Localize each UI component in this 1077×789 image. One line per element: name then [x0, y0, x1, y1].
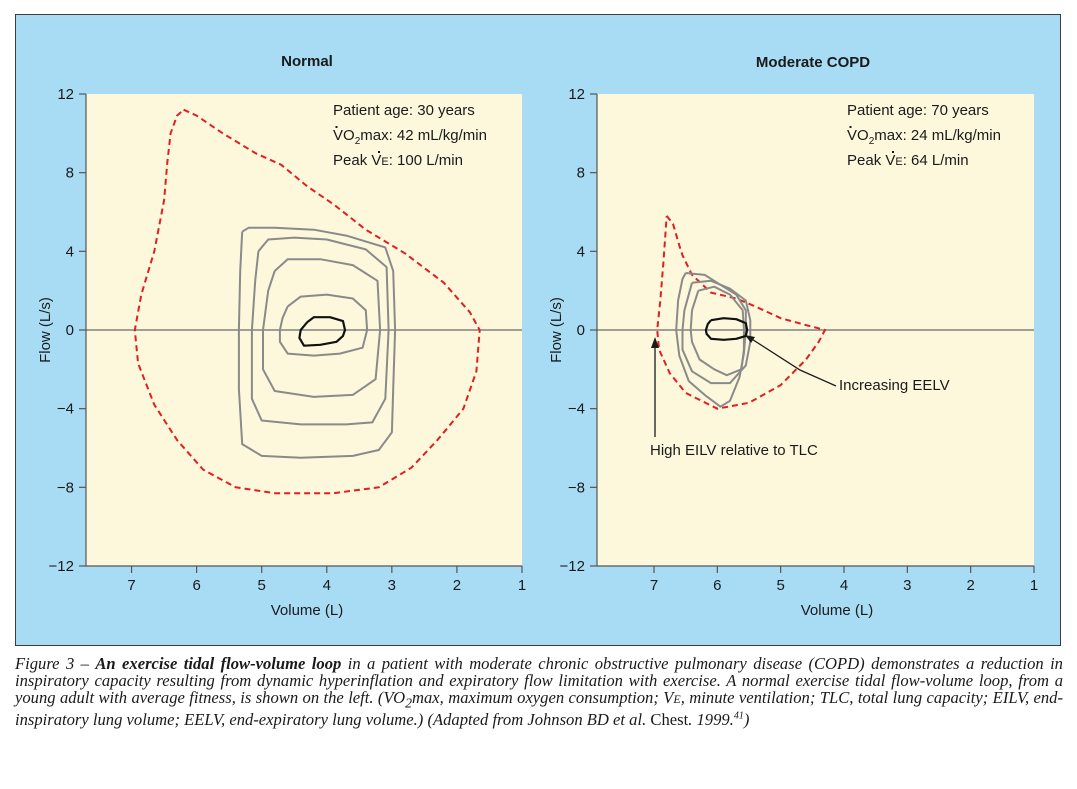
x-tick-label-copd: 1 [1030, 577, 1038, 594]
caption-part2: max, maximum oxygen consumption; [412, 687, 664, 707]
y-tick-label-copd: 4 [577, 243, 585, 260]
tidal-loop-normal-1 [237, 226, 397, 459]
info-ve-v-normal: V [371, 152, 381, 169]
chart-title-normal: Normal [281, 53, 333, 70]
tidal-loop-copd-2 [681, 279, 752, 385]
info-ve-copd: Peak VE: 64 L/min [847, 152, 969, 169]
y-tick-label-normal: 0 [66, 322, 74, 339]
x-tick-label-copd: 7 [650, 577, 658, 594]
envelope-curve-copd [656, 215, 826, 410]
info-vo2-sub-copd: 2 [869, 136, 875, 147]
y-axis-label-copd: Flow (L/s) [548, 297, 565, 363]
info-vo2-rest-copd: max: 24 mL/kg/min [874, 127, 1001, 144]
y-tick-label-normal: 8 [66, 165, 74, 182]
tidal-loop-copd-1 [675, 272, 747, 408]
figure-caption: Figure 3 – An exercise tidal flow-volume… [15, 654, 1063, 729]
info-box-copd: Patient age: 70 years VO2max: 24 mL/kg/m… [847, 102, 1001, 169]
y-tick-label-copd: 8 [577, 165, 585, 182]
x-tick-label-normal: 7 [127, 577, 135, 594]
chart-normal: Normal 12 8 4 0 −4 −8 −12 7 6 5 4 3 2 1 Volume (L) Fl… [37, 53, 526, 619]
info-ve-e-normal: E [381, 156, 388, 168]
info-vo2-o-copd: O [857, 127, 869, 144]
y-tick-label-copd: 12 [568, 86, 585, 103]
callout-line-eelv [746, 335, 837, 387]
info-ve-rest-copd: : 64 L/min [903, 152, 969, 169]
caption-ve-v: V [663, 687, 674, 707]
ticks-normal: 12 8 4 0 −4 −8 −12 7 6 5 4 3 2 1 [49, 86, 527, 594]
y-tick-label-copd: −8 [568, 479, 585, 496]
resting-loop-normal [298, 316, 347, 347]
y-tick-label-copd: 0 [577, 322, 585, 339]
x-tick-label-copd: 3 [903, 577, 911, 594]
resting-loop-copd [704, 317, 749, 341]
y-axis-label-normal: Flow (L/s) [37, 297, 54, 363]
x-tick-label-copd: 6 [713, 577, 721, 594]
x-axis-label-normal: Volume (L) [271, 602, 344, 619]
callout-text-eelv: Increasing EELV [839, 377, 950, 394]
caption-part4: . 1999. [688, 709, 734, 729]
info-ve-e-copd: E [895, 156, 902, 168]
info-vo2-v-copd: V [847, 127, 857, 144]
caption-vo2-v: V [383, 687, 394, 707]
caption-ref: 41 [733, 710, 744, 722]
info-ve-normal: Peak VE: 100 L/min [333, 152, 463, 169]
x-tick-label-normal: 2 [453, 577, 461, 594]
x-axis-label-copd: Volume (L) [801, 602, 874, 619]
caption-bold: An exercise tidal flow-volume loop [95, 654, 342, 673]
tidal-loop-copd-3 [689, 285, 745, 377]
caption-lead: Figure 3 – [15, 654, 96, 673]
info-vo2-rest-normal: max: 42 mL/kg/min [360, 127, 487, 144]
y-tick-label-normal: 4 [66, 243, 74, 260]
info-age-normal: Patient age: 30 years [333, 102, 475, 119]
x-tick-label-normal: 3 [388, 577, 396, 594]
tidal-loop-normal-3 [262, 258, 382, 398]
x-tick-label-normal: 1 [518, 577, 526, 594]
x-tick-label-normal: 5 [258, 577, 266, 594]
callout-text-eilv: High EILV relative to TLC [650, 442, 818, 459]
y-tick-label-normal: −8 [57, 479, 74, 496]
x-tick-label-normal: 6 [192, 577, 200, 594]
info-ve-rest-normal: : 100 L/min [389, 152, 463, 169]
tidal-loop-normal-2 [250, 236, 390, 426]
info-peak-normal: Peak [333, 152, 371, 169]
info-ve-v-copd: V [885, 152, 895, 169]
x-tick-label-copd: 5 [776, 577, 784, 594]
x-tick-label-copd: 4 [840, 577, 848, 594]
callout-arrowhead-eilv [651, 337, 659, 348]
info-vo2-normal: VO2max: 42 mL/kg/min [333, 127, 487, 147]
x-tick-label-normal: 4 [323, 577, 331, 594]
caption-part1: in a patient with moderate chronic obstr… [15, 654, 1063, 707]
series-group-copd [597, 215, 1034, 410]
info-vo2-v-normal: V [333, 127, 343, 144]
y-tick-label-normal: 12 [57, 86, 74, 103]
caption-ve-e: E [673, 691, 681, 706]
chart-copd: Moderate COPD 12 8 4 0 −4 −8 −12 7 6 5 4 3 2 1 Volume… [548, 54, 1038, 619]
caption-part5: ) [743, 709, 750, 729]
info-box-normal: Patient age: 30 years VO2max: 42 mL/kg/m… [333, 102, 487, 169]
info-peak-copd: Peak [847, 152, 885, 169]
chart-title-copd: Moderate COPD [756, 54, 870, 71]
series-group-normal [86, 108, 522, 495]
info-vo2-sub-normal: 2 [355, 136, 361, 147]
x-tick-label-copd: 2 [966, 577, 974, 594]
y-tick-label-normal: −4 [57, 401, 74, 418]
info-age-copd: Patient age: 70 years [847, 102, 989, 119]
caption-vo2-o: O [393, 687, 406, 707]
info-vo2-o-normal: O [343, 127, 355, 144]
caption-vo2-sub: 2 [405, 694, 413, 710]
tidal-loop-normal-4 [278, 293, 369, 357]
info-vo2-copd: VO2max: 24 mL/kg/min [847, 127, 1001, 147]
caption-part3: , minute ventilation; TLC, total lung ca… [15, 687, 1063, 729]
y-tick-label-normal: −12 [49, 558, 74, 575]
y-tick-label-copd: −4 [568, 401, 585, 418]
ticks-copd: 12 8 4 0 −4 −8 −12 7 6 5 4 3 2 1 [560, 86, 1039, 594]
envelope-curve-normal [133, 108, 481, 495]
y-tick-label-copd: −12 [560, 558, 585, 575]
caption-journal: Chest [650, 709, 689, 729]
callout-arrowhead-eelv [745, 335, 755, 343]
